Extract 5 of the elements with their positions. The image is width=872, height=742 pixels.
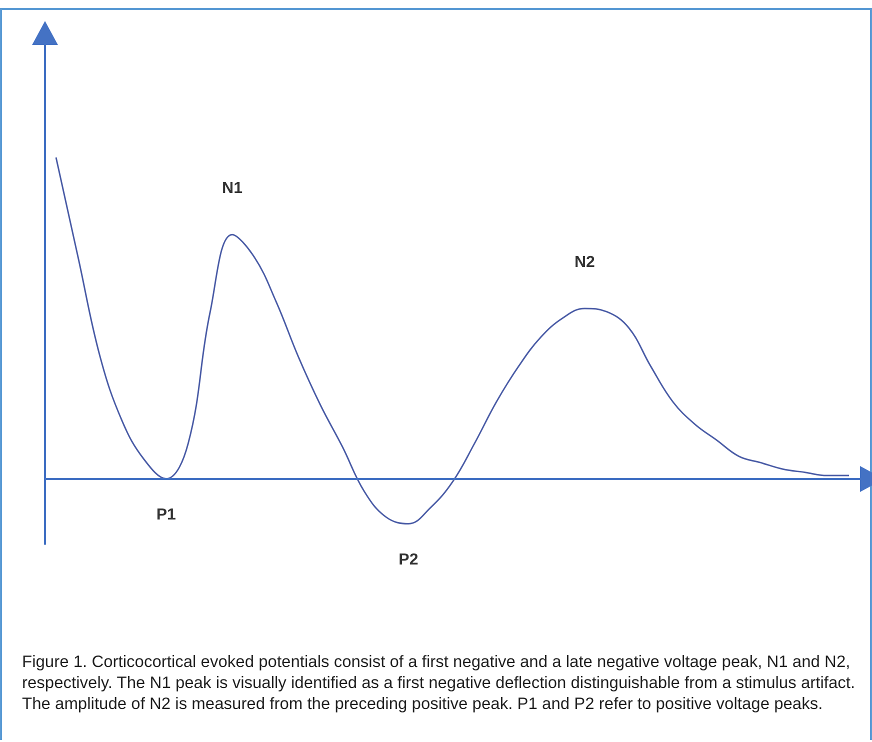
caption: Figure 1. Corticocortical evoked potentials consist of a first negative and a late negative voltage peak, N1 and N2, respectively. The N1 peak is visually identified as a first negative deflection distinguishable from a stimulus artifact. The amplitude of N2 is measured from the preceding positive peak. P1 and P2 refer to positive voltage peaks. (22, 652, 856, 715)
annotation: N1 (222, 180, 243, 198)
annotation: P1 (156, 506, 176, 524)
annotation: P2 (398, 551, 418, 568)
annotation: N2 (574, 254, 595, 271)
